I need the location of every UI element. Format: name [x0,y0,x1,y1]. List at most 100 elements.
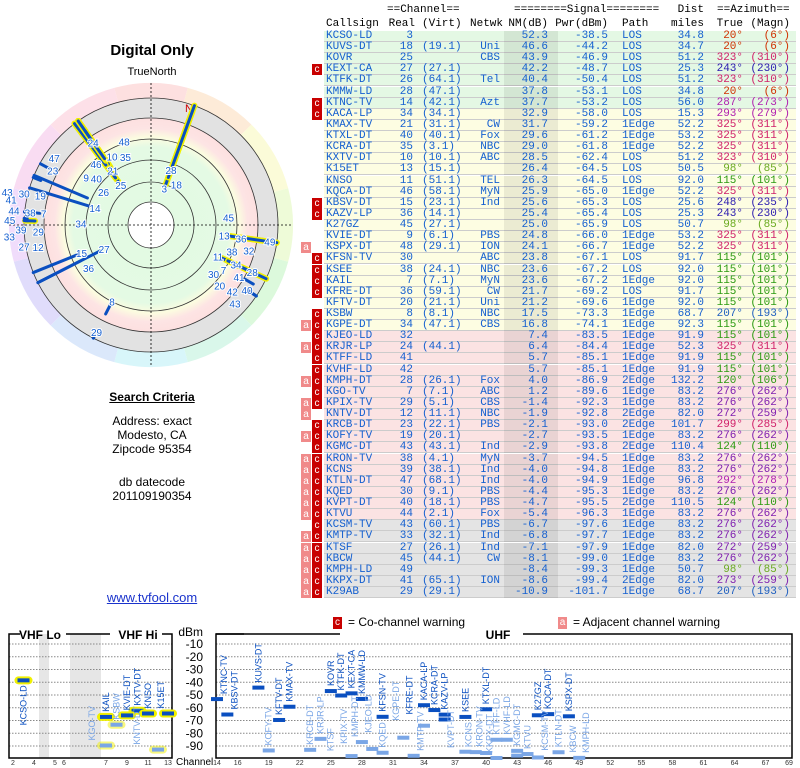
table-row[interactable]: KTFK-DT 26 (64.1) Tel 40.4 -50.4 LOS 51.2 323° (3… [324,74,796,87]
table-row[interactable]: KCSM-TV 43 (60.1) PBS -6.7 -97.6 1Edge 83.2 276°… [324,520,796,532]
station-marker-label: KAIL [101,692,111,712]
table-row[interactable]: KGO-TV 7 (7.1) ABC 1.2 -89.6 1Edge 83.2 276° (262… [324,385,796,398]
cell-mag: (262°) [750,385,790,398]
table-row[interactable]: KXTV-DT 10 (10.1) ABC 28.5 -62.4 LOS 51.2 323° (3… [324,152,796,165]
table-row[interactable]: KNTV-DT 12 (11.1) NBC -1.9 -92.8 2Edge 82.0 272°… [324,408,796,421]
table-row[interactable]: K29AB 29 (29.1) -10.9 -101.7 1Edge 68.7 207° (19… [324,587,796,598]
table-row[interactable]: KMMW-LD 28 (47.1) 37.8 -53.1 LOS 34.8 20° (6°) [324,86,796,98]
cell-path: LOS [622,219,642,232]
table-row[interactable]: KAZV-LP 36 (14.1) 25.4 -65.4 LOS 25.3 243° (230°… [324,207,796,220]
cell-net: TEL [480,174,500,187]
table-row[interactable]: KRJR-LP 24 (44.1) 6.4 -84.4 1Edge 52.3 325° (311… [324,342,796,354]
cell-real: 3 [406,30,413,42]
cell-mag: (273°) [750,96,790,109]
co-channel-legend: c = Co-channel warning [333,615,465,629]
station-marker [273,717,286,722]
table-row[interactable]: KGMC-DT 43 (43.1) Ind -2.9 -93.8 2Edge 110.4 124… [324,442,796,454]
co-channel-warning-flag: c [312,498,322,510]
co-channel-warning-flag: c [312,286,322,298]
cell-path: 1Edge [622,530,656,543]
station-channel-label: 43 [229,299,241,310]
table-row[interactable]: KCRA-DT 35 (3.1) NBC 29.0 -61.8 1Edge 52.2 325° (… [324,142,796,154]
table-row[interactable]: KOFY-TV 19 (20.1) -2.7 -93.5 1Edge 83.2 276° (26… [324,431,796,443]
table-row[interactable]: KNSO 11 (51.1) TEL 26.3 -64.5 LOS 92.0 115° (101°… [324,174,796,187]
station-channel-label: 36 [83,264,95,275]
table-row[interactable]: K15ET 13 (15.1) 26.4 -64.5 LOS 50.5 98° (85°) [324,163,796,176]
cell-real: 29 [399,396,413,409]
table-row[interactable]: KVHF-LD 42 5.7 -85.1 1Edge 91.9 115° (101°) [324,364,796,376]
table-row[interactable]: KFSN-TV 30 ABC 23.8 -67.1 LOS 91.7 115° (101°) [324,252,796,265]
table-row[interactable]: K27GZ 45 (27.1) 25.0 -65.9 LOS 50.7 98° (85°) [324,219,796,232]
table-row[interactable]: KFTV-DT 20 (21.1) Uni 21.2 -69.6 1Edge 92.0 115°… [324,297,796,309]
cell-cs: KACA-LP [326,107,373,120]
cell-dist: 51.2 [677,152,704,165]
table-row[interactable]: KRCB-DT 23 (22.1) PBS -2.1 -93.0 2Edge 101.7 299… [324,420,796,432]
nm-column-shade [504,186,558,198]
station-channel-label: 46 [90,160,102,171]
table-row[interactable]: KUVS-DT 18 (19.1) Uni 46.6 -44.2 LOS 34.7 20° (6°… [324,42,796,54]
nm-column-shade [504,119,558,131]
table-row[interactable]: KQED 30 (9.1) PBS -4.4 -95.3 1Edge 83.2 276° (262… [324,486,796,498]
cell-dist: 25.3 [677,207,704,220]
table-row[interactable]: KTVU 44 (2.1) Fox -5.4 -96.3 1Edge 83.2 276° (262… [324,509,796,521]
cell-net [474,365,500,376]
station-marker [162,711,174,716]
station-marker [573,755,586,760]
nm-column-shade [504,275,558,287]
table-row[interactable]: KTFF-LD 41 5.7 -85.1 1Edge 91.9 115° (101°) [324,352,796,365]
cell-mag: (259°) [750,408,790,421]
table-row[interactable]: KAIL 7 (7.1) MyN 23.6 -67.2 1Edge 92.0 115° (101°… [324,274,796,287]
cell-nm: 16.8 [521,319,548,332]
table-row[interactable]: KMAX-TV 21 (31.1) CW 31.7 -59.2 1Edge 52.2 325° (… [324,118,796,131]
table-row[interactable]: KSPX-DT 48 (29.1) ION 24.1 -66.7 1Edge 52.2 325°… [324,241,796,254]
table-row[interactable]: KCSO-LD 3 52.3 -38.5 LOS 34.8 20° (6°) [324,31,796,42]
table-row[interactable]: KOVR 25 CBS 43.9 -46.9 LOS 51.2 323° (310°) [324,53,796,65]
cell-cs: K29AB [326,586,360,598]
cell-real: 30 [399,252,413,265]
table-row[interactable]: KKPX-DT 41 (65.1) ION -8.6 -99.4 2Edge 82.0 273°… [324,575,796,587]
cell-net: ABC [480,252,500,265]
table-row[interactable]: KEXT-CA 27 (27.1) 42.2 -48.7 LOS 25.3 243° (230°… [324,64,796,76]
station-marker [355,696,368,701]
cell-pwr: -85.1 [574,352,608,365]
cell-cs: KTFK-DT [326,74,373,87]
co-channel-warning-flag: c [312,464,322,476]
table-row[interactable]: KACA-LP 34 (34.1) 32.9 -58.0 LOS 15.3 293° (279°… [324,107,796,120]
station-marker [531,755,544,760]
adjacent-channel-warning-flag: a [301,320,311,332]
cell-cs: KFSN-TV [326,252,373,265]
table-row[interactable]: KVPT-DT 40 (18.1) PBS -4.7 -95.5 2Edge 110.5 124… [324,497,796,510]
table-row[interactable]: KTLN-DT 47 (68.1) Ind -4.0 -94.9 1Edge 96.8 292°… [324,475,796,487]
cell-virt: (58.1) [422,185,462,198]
station-marker-label: KMAX-TV [284,662,294,702]
table-row[interactable]: KTNC-TV 14 (42.1) Azt 37.7 -53.2 LOS 56.0 287° (2… [324,96,796,109]
cell-real: 21 [399,118,413,131]
table-row[interactable]: KPIX-TV 29 (5.1) CBS -1.4 -92.3 1Edge 83.2 276° (… [324,396,796,409]
cell-dist: 68.7 [677,308,704,320]
table-row[interactable]: KGPE-DT 34 (47.1) CBS 16.8 -74.1 1Edge 92.3 115°… [324,319,796,332]
table-row[interactable]: KTSF 27 (26.1) Ind -7.1 -97.9 1Edge 82.0 272° (25… [324,542,796,554]
table-row[interactable]: KFRE-DT 36 (59.1) CW 21.7 -69.2 LOS 91.7 115° (10… [324,286,796,298]
table-row[interactable]: KJEO-LD 32 7.4 -83.5 1Edge 91.9 115° (101°) [324,331,796,343]
cell-pwr: -53.2 [574,96,608,109]
cell-dist: 110.5 [670,497,704,510]
tvfool-link[interactable]: www.tvfool.com [106,590,198,605]
table-row[interactable]: KTXL-DT 40 (40.1) Fox 29.6 -61.2 1Edge 53.2 325°… [324,131,796,143]
table-row[interactable]: KRON-TV 38 (4.1) MyN -3.7 -94.5 1Edge 83.2 276° (… [324,453,796,465]
cell-net [474,164,500,175]
table-row[interactable]: KMTP-TV 33 (32.1) Ind -6.8 -97.7 1Edge 83.2 276°… [324,530,796,543]
table-row[interactable]: KCNS 39 (38.1) Ind -4.0 -94.8 1Edge 83.2 276° (26… [324,464,796,476]
table-row[interactable]: KVIE-DT 9 (6.1) PBS 24.8 -66.0 1Edge 53.2 325° (3… [324,231,796,243]
table-row[interactable]: KSEE 38 (24.1) NBC 23.6 -67.2 LOS 92.0 115° (101°… [324,264,796,276]
table-row[interactable]: KQCA-DT 46 (58.1) MyN 25.9 -65.0 1Edge 52.2 325°… [324,185,796,198]
co-channel-warning-flag: c [312,309,322,320]
table-row[interactable]: KMPH-LD 49 -8.4 -99.3 1Edge 50.7 98° (85°) [324,564,796,576]
cell-real: 13 [399,163,413,176]
table-row[interactable]: KBCW 45 (44.1) CW -8.1 -99.0 1Edge 83.2 276° (262… [324,553,796,565]
table-row[interactable]: KSBW 8 (8.1) NBC 17.5 -73.3 1Edge 68.7 207° (193°… [324,309,796,320]
station-channel-label: 19 [35,191,47,202]
table-row[interactable]: KMPH-DT 28 (26.1) Fox 4.0 -86.9 2Edge 132.2 120°… [324,375,796,387]
cell-dist: 52.2 [677,241,704,254]
cell-dist: 92.0 [677,274,704,287]
table-row[interactable]: KBSV-DT 15 (23.1) Ind 25.6 -65.3 LOS 25.6 248° (2… [324,197,796,209]
